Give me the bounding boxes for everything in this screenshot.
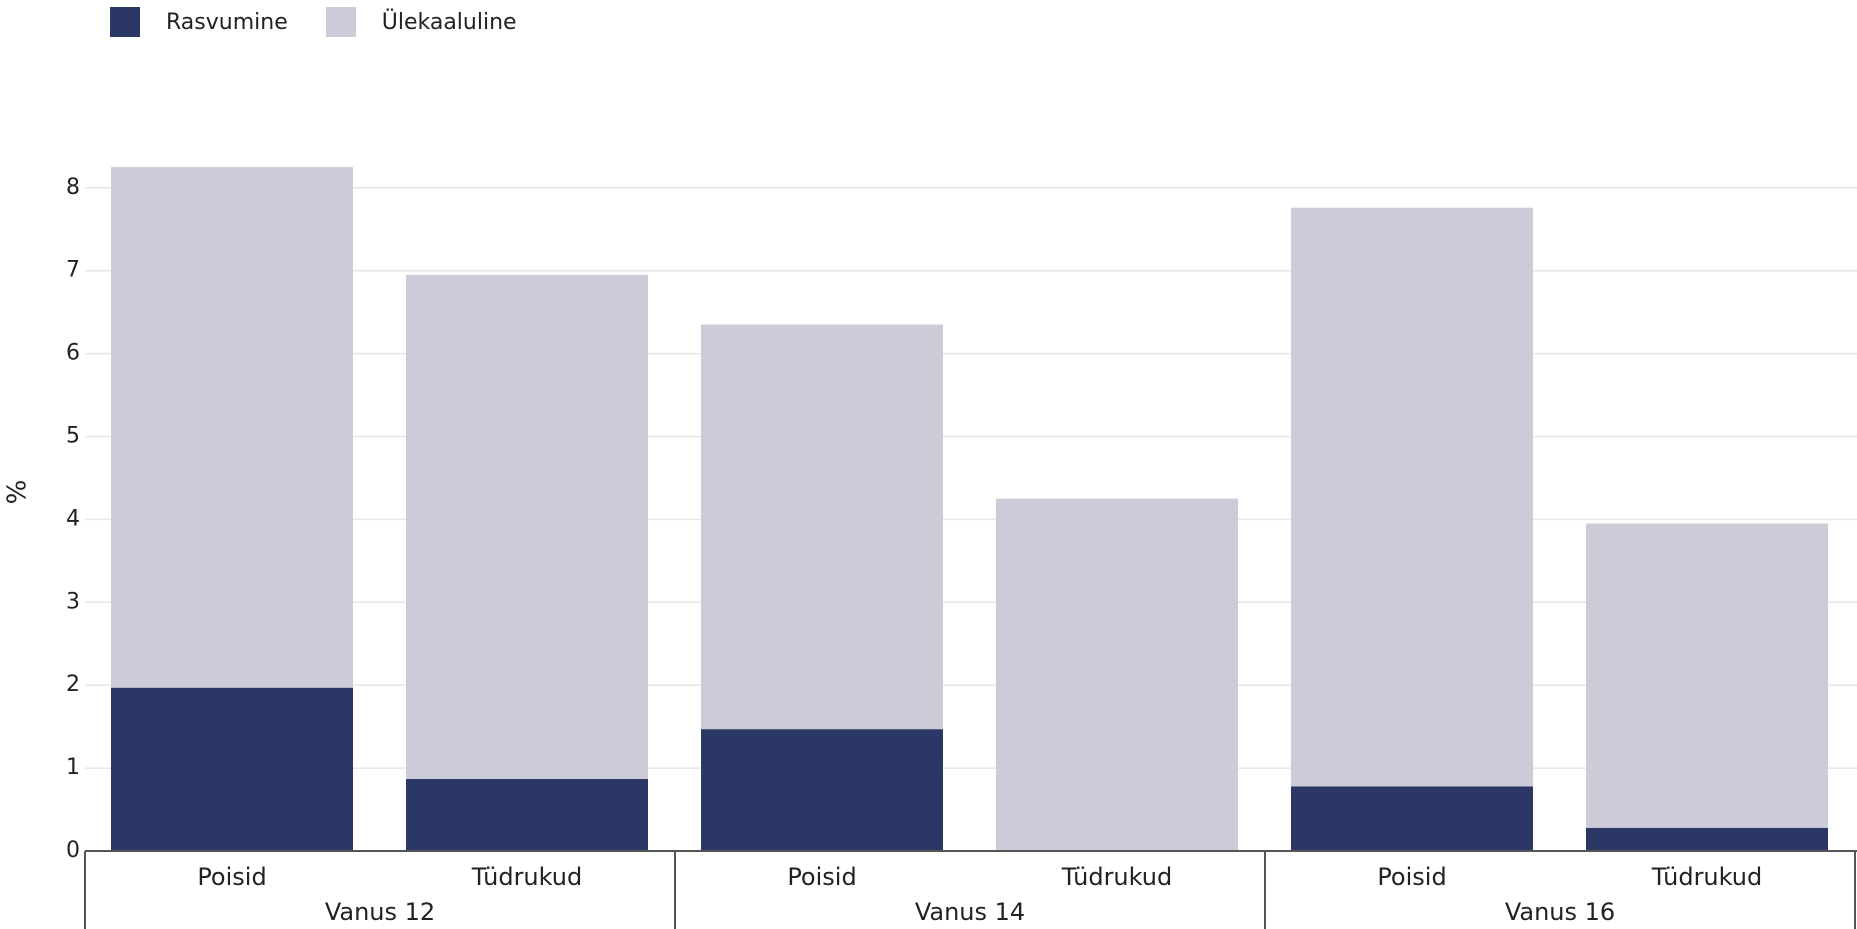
y-tick-label-0: 0: [66, 838, 80, 863]
x-group-label: Vanus 16: [1505, 898, 1615, 926]
legend-label-rasvumine: Rasvumine: [166, 9, 288, 35]
x-axis: [84, 850, 1857, 929]
y-tick-label-1: 1: [66, 755, 80, 780]
x-category-label: Tüdrukud: [1061, 863, 1173, 891]
bar-lekaaluline-g3-2: [1586, 523, 1828, 828]
bars: [111, 167, 1828, 851]
x-group-label: Vanus 12: [325, 898, 435, 926]
legend-swatch-ulekaaluline: [325, 7, 356, 37]
y-tick-label-6: 6: [66, 341, 80, 366]
bar-lekaaluline-g2-1: [701, 324, 943, 730]
legend-item-ulekaaluline[interactable]: Ülekaaluline: [325, 7, 517, 37]
y-tick-label-5: 5: [66, 424, 80, 449]
bar-rasvumine-g3-2: [1586, 827, 1828, 851]
y-tick-label-7: 7: [66, 258, 80, 283]
bar-rasvumine-g1-1: [111, 687, 353, 851]
bar-lekaaluline-g1-1: [111, 167, 353, 688]
y-axis-ticks: 0 1 2 3 4 5 6 7 8: [66, 175, 80, 863]
y-axis-label: %: [3, 480, 33, 505]
legend-swatch-rasvumine: [110, 7, 140, 37]
bar-rasvumine-g2-1: [701, 729, 943, 851]
legend-label-ulekaaluline: Ülekaaluline: [381, 9, 517, 35]
x-group-label: Vanus 14: [915, 898, 1025, 926]
y-tick-label-4: 4: [66, 506, 80, 531]
x-category-label: Poisid: [1377, 863, 1446, 891]
bar-lekaaluline-g3-1: [1291, 207, 1533, 787]
x-category-label: Poisid: [197, 863, 266, 891]
bar-rasvumine-g3-1: [1291, 786, 1533, 851]
legend: Rasvumine Ülekaaluline: [110, 7, 555, 37]
y-tick-label-8: 8: [66, 175, 80, 200]
y-tick-label-3: 3: [66, 589, 80, 614]
x-category-label: Poisid: [787, 863, 856, 891]
x-category-label: Tüdrukud: [471, 863, 583, 891]
bar-rasvumine-g1-2: [406, 778, 648, 851]
legend-item-rasvumine[interactable]: Rasvumine: [110, 7, 288, 37]
bar-lekaaluline-g1-2: [406, 274, 648, 779]
x-category-label: Tüdrukud: [1651, 863, 1763, 891]
y-tick-label-2: 2: [66, 672, 80, 697]
grid-lines: [85, 187, 1857, 769]
bar-lekaaluline-g2-2: [996, 498, 1238, 851]
x-axis-labels: Poisid Tüdrukud Vanus 12 Poisid Tüdrukud Vanu…: [197, 863, 1762, 926]
